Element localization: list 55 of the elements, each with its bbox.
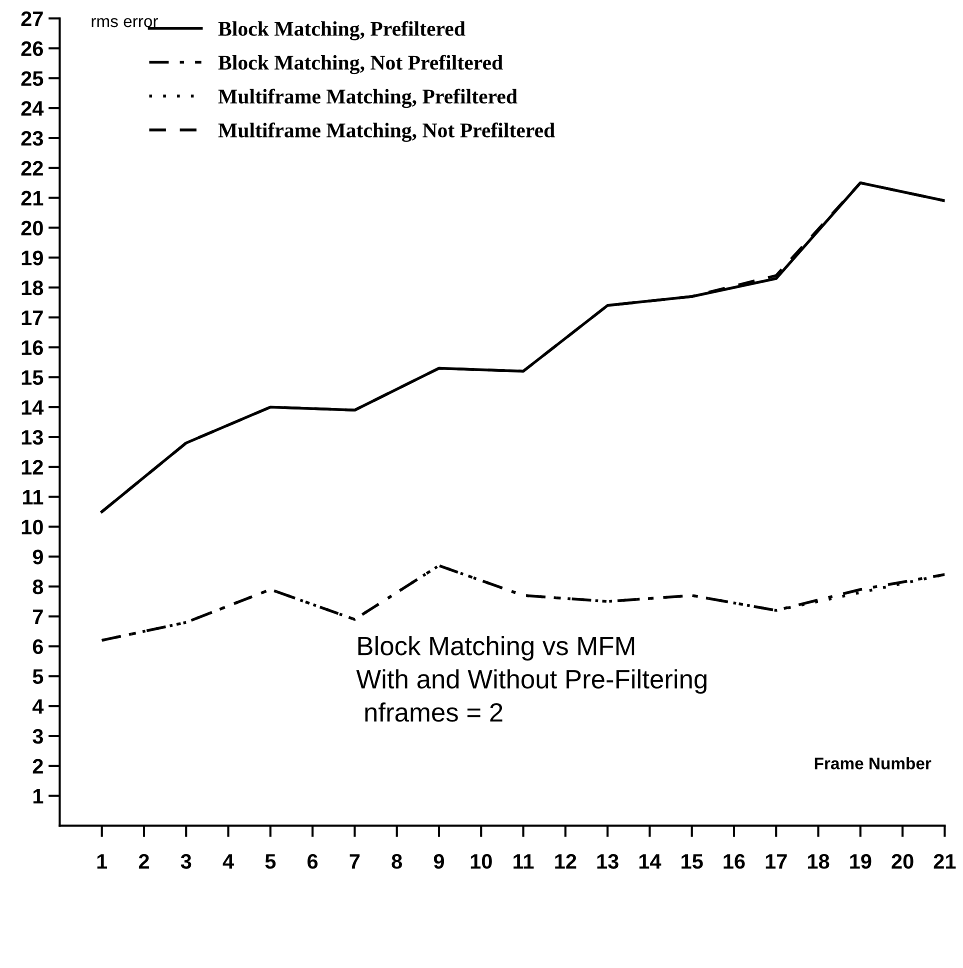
y-tick-label: 7 [33, 610, 43, 624]
y-tick-label: 3 [32, 729, 43, 744]
y-tick-label: 16 [22, 340, 43, 356]
y-tick-label: 6 [32, 639, 43, 654]
x-tick-label: 13 [597, 854, 618, 869]
y-tick-label: 27 [21, 11, 43, 26]
y-tick-label: 19 [22, 250, 43, 266]
x-tick-label: 1 [97, 854, 108, 869]
y-tick-label: 26 [21, 41, 43, 56]
y-tick-label: 5 [32, 669, 44, 684]
legend-label: Multiframe Matching, Not Prefiltered [218, 122, 555, 142]
y-tick-label: 21 [21, 190, 44, 206]
y-tick-label: 10 [22, 520, 43, 534]
x-tick-label: 18 [808, 854, 830, 869]
y-tick-label: 14 [22, 400, 44, 415]
y-tick-label: 11 [23, 490, 44, 504]
y-tick-label: 8 [32, 580, 44, 594]
y-tick-label: 17 [22, 310, 43, 325]
y-tick-label: 22 [21, 160, 43, 176]
y-tick-label: 2 [32, 758, 43, 774]
x-tick-label: 15 [682, 854, 703, 869]
x-tick-label: 14 [639, 854, 662, 869]
y-tick-label: 23 [21, 130, 43, 146]
x-tick-label: 4 [222, 854, 234, 869]
x-tick-label: 12 [555, 854, 576, 869]
x-tick-label: 21 [934, 854, 956, 869]
x-tick-label: 20 [892, 854, 914, 869]
legend-label: Block Matching, Prefiltered [218, 20, 466, 40]
x-tick-label: 2 [138, 854, 149, 869]
y-axis-title: rms error [92, 18, 158, 28]
y-tick-label: 1 [33, 789, 44, 804]
x-axis-title: Frame Number [814, 757, 932, 770]
x-tick-label: 5 [265, 854, 276, 869]
y-tick-label: 20 [21, 220, 43, 236]
y-tick-label: 9 [32, 550, 43, 564]
x-tick-label: 10 [470, 854, 492, 869]
x-tick-label: 7 [350, 854, 360, 869]
x-tick-label: 19 [850, 854, 872, 869]
x-tick-label: 3 [180, 854, 192, 869]
x-tick-label: 9 [434, 854, 444, 869]
y-tick-label: 25 [21, 71, 44, 86]
x-tick-label: 16 [724, 854, 745, 869]
legend-label: Multiframe Matching, Prefiltered [218, 88, 518, 108]
y-tick-label: 12 [22, 460, 43, 474]
y-tick-label: 13 [22, 430, 43, 445]
y-tick-label: 4 [32, 699, 44, 714]
annotation: Block Matching vs MFM With and Without Pre-Filtering nframes = 2 [356, 636, 706, 722]
legend-label: Block Matching, Not Prefiltered [218, 54, 503, 74]
x-tick-label: 8 [392, 854, 402, 869]
y-tick-label: 15 [22, 370, 44, 385]
x-tick-label: 6 [308, 854, 318, 869]
x-tick-label: 17 [766, 854, 787, 869]
y-tick-label: 18 [22, 280, 44, 296]
y-tick-label: 24 [21, 101, 44, 116]
x-tick-label: 11 [514, 854, 534, 869]
